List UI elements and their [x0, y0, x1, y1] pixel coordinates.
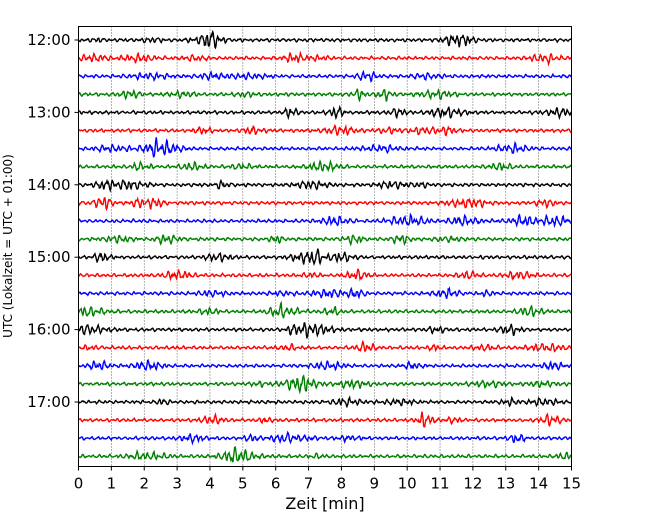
- x-axis-label: Zeit [min]: [285, 494, 364, 513]
- x-tick-label: 11: [430, 475, 449, 493]
- x-tick-label: 0: [74, 475, 84, 493]
- trace-1700: [78, 395, 573, 409]
- plot-frame: [78, 26, 572, 467]
- trace-1300: [77, 104, 572, 121]
- x-tick-label: 14: [529, 475, 548, 493]
- x-tick-label: 12: [463, 475, 482, 493]
- x-tick-label: 2: [139, 475, 149, 493]
- trace-1530: [78, 286, 573, 300]
- trace-1630: [77, 358, 572, 372]
- trace-1400: [77, 178, 572, 193]
- trace-1430: [77, 212, 572, 229]
- trace-1615: [78, 339, 573, 353]
- x-tick-label: 9: [370, 475, 380, 493]
- x-tick-label: 1: [107, 475, 117, 493]
- trace-1230: [78, 69, 572, 83]
- trace-1545: [77, 300, 572, 319]
- trace-1600: [78, 322, 572, 339]
- y-axis-ticks: 12:00 13:00 14:00 15:00 16:00 17:00: [27, 31, 79, 411]
- trace-1200: [77, 29, 572, 50]
- y-tick-label: 13:00: [27, 103, 70, 121]
- x-tick-label: 13: [496, 475, 515, 493]
- trace-1315: [78, 123, 573, 137]
- x-tick-label: 4: [205, 475, 215, 493]
- x-tick-label: 15: [562, 475, 581, 493]
- trace-1645: [78, 374, 572, 395]
- seismogram-traces: [77, 29, 573, 463]
- y-tick-label: 15:00: [27, 248, 70, 266]
- trace-1715: [78, 411, 572, 428]
- trace-1345: [77, 159, 573, 174]
- trace-1215: [78, 50, 572, 67]
- trace-1745: [78, 446, 572, 463]
- y-tick-label: 16:00: [27, 321, 70, 339]
- x-tick-label: 10: [398, 475, 417, 493]
- x-axis-ticks: 0 1 2 3 4 5 6 7 8 9 10 11 12 13 14 15: [74, 466, 581, 493]
- trace-1415: [77, 196, 572, 212]
- trace-1500: [77, 248, 572, 267]
- y-tick-label: 12:00: [27, 31, 70, 49]
- y-tick-label: 17:00: [27, 393, 70, 411]
- x-tick-label: 6: [271, 475, 281, 493]
- grid-lines: [111, 26, 539, 467]
- x-tick-label: 7: [304, 475, 314, 493]
- x-tick-label: 3: [172, 475, 182, 493]
- trace-1515: [78, 268, 572, 282]
- trace-1730: [78, 430, 572, 446]
- trace-1245: [78, 87, 573, 103]
- x-tick-label: 5: [238, 475, 248, 493]
- y-axis-label: UTC (Lokalzeit = UTC + 01:00): [1, 154, 15, 338]
- trace-1330: [78, 137, 572, 158]
- trace-1445: [78, 234, 572, 247]
- y-tick-label: 14:00: [27, 176, 70, 194]
- x-tick-label: 8: [337, 475, 347, 493]
